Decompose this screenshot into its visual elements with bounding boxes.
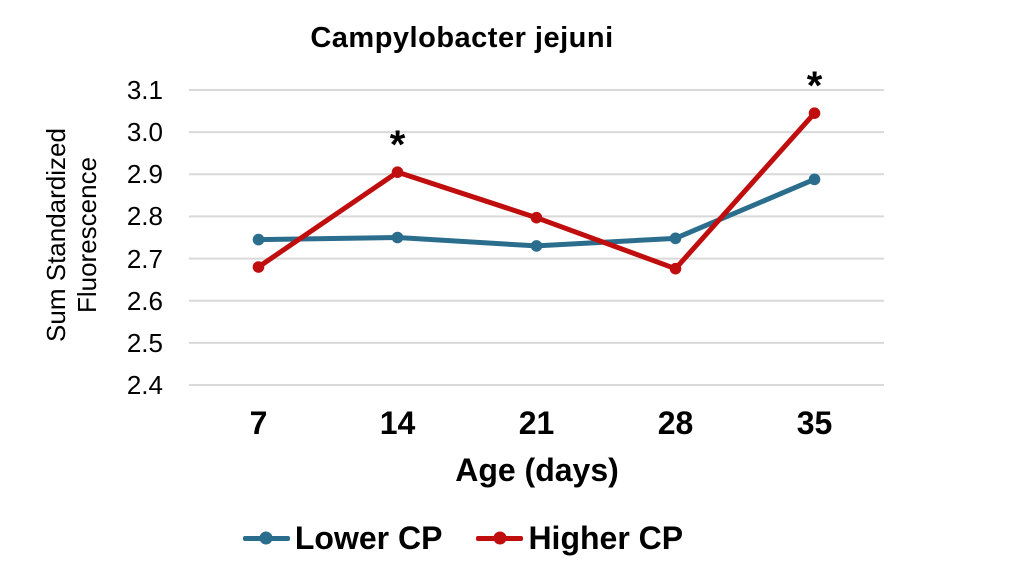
y-tick-label: 3.1 bbox=[126, 75, 163, 105]
legend-label-higher-cp: Higher CP bbox=[528, 520, 684, 556]
data-point-higher-cp bbox=[808, 107, 821, 119]
x-tick-label: 35 bbox=[796, 405, 833, 441]
y-tick-label: 3.0 bbox=[126, 117, 163, 148]
chart-title: Campylobacter jejuni bbox=[310, 22, 614, 54]
legend: Lower CP Higher CP bbox=[0, 518, 926, 558]
legend-dot-icon bbox=[259, 531, 273, 545]
x-tick-label: 21 bbox=[518, 405, 555, 441]
y-tick-label: 2.5 bbox=[126, 327, 163, 358]
legend-item-lower-cp: Lower CP bbox=[242, 519, 443, 557]
data-point-lower-cp bbox=[669, 232, 682, 245]
y-tick-label: 2.6 bbox=[126, 285, 163, 316]
legend-line-marker-icon bbox=[242, 531, 290, 545]
data-point-lower-cp bbox=[391, 231, 404, 244]
legend-label-lower-cp: Lower CP bbox=[294, 520, 443, 556]
x-tick-label: 28 bbox=[657, 405, 694, 441]
data-point-lower-cp bbox=[252, 233, 265, 246]
legend-dot-icon bbox=[493, 531, 507, 545]
data-point-lower-cp bbox=[808, 173, 821, 186]
data-point-higher-cp bbox=[669, 262, 682, 275]
data-point-higher-cp bbox=[391, 166, 404, 178]
y-tick-label: 2.7 bbox=[126, 243, 163, 274]
y-tick-label: 2.4 bbox=[126, 370, 163, 400]
data-point-higher-cp bbox=[530, 211, 543, 224]
legend-line-marker-icon bbox=[476, 531, 524, 545]
significance-asterisk: * bbox=[390, 123, 406, 167]
y-tick-label: 2.9 bbox=[126, 159, 163, 190]
significance-asterisk: * bbox=[807, 64, 823, 108]
x-tick-label: 14 bbox=[379, 405, 416, 441]
data-point-higher-cp bbox=[252, 261, 265, 273]
x-axis-title: Age (days) bbox=[455, 452, 619, 488]
data-point-lower-cp bbox=[530, 240, 543, 252]
x-tick-label: 7 bbox=[249, 405, 268, 441]
y-tick-label: 2.8 bbox=[126, 201, 163, 232]
legend-item-higher-cp: Higher CP bbox=[476, 519, 683, 557]
